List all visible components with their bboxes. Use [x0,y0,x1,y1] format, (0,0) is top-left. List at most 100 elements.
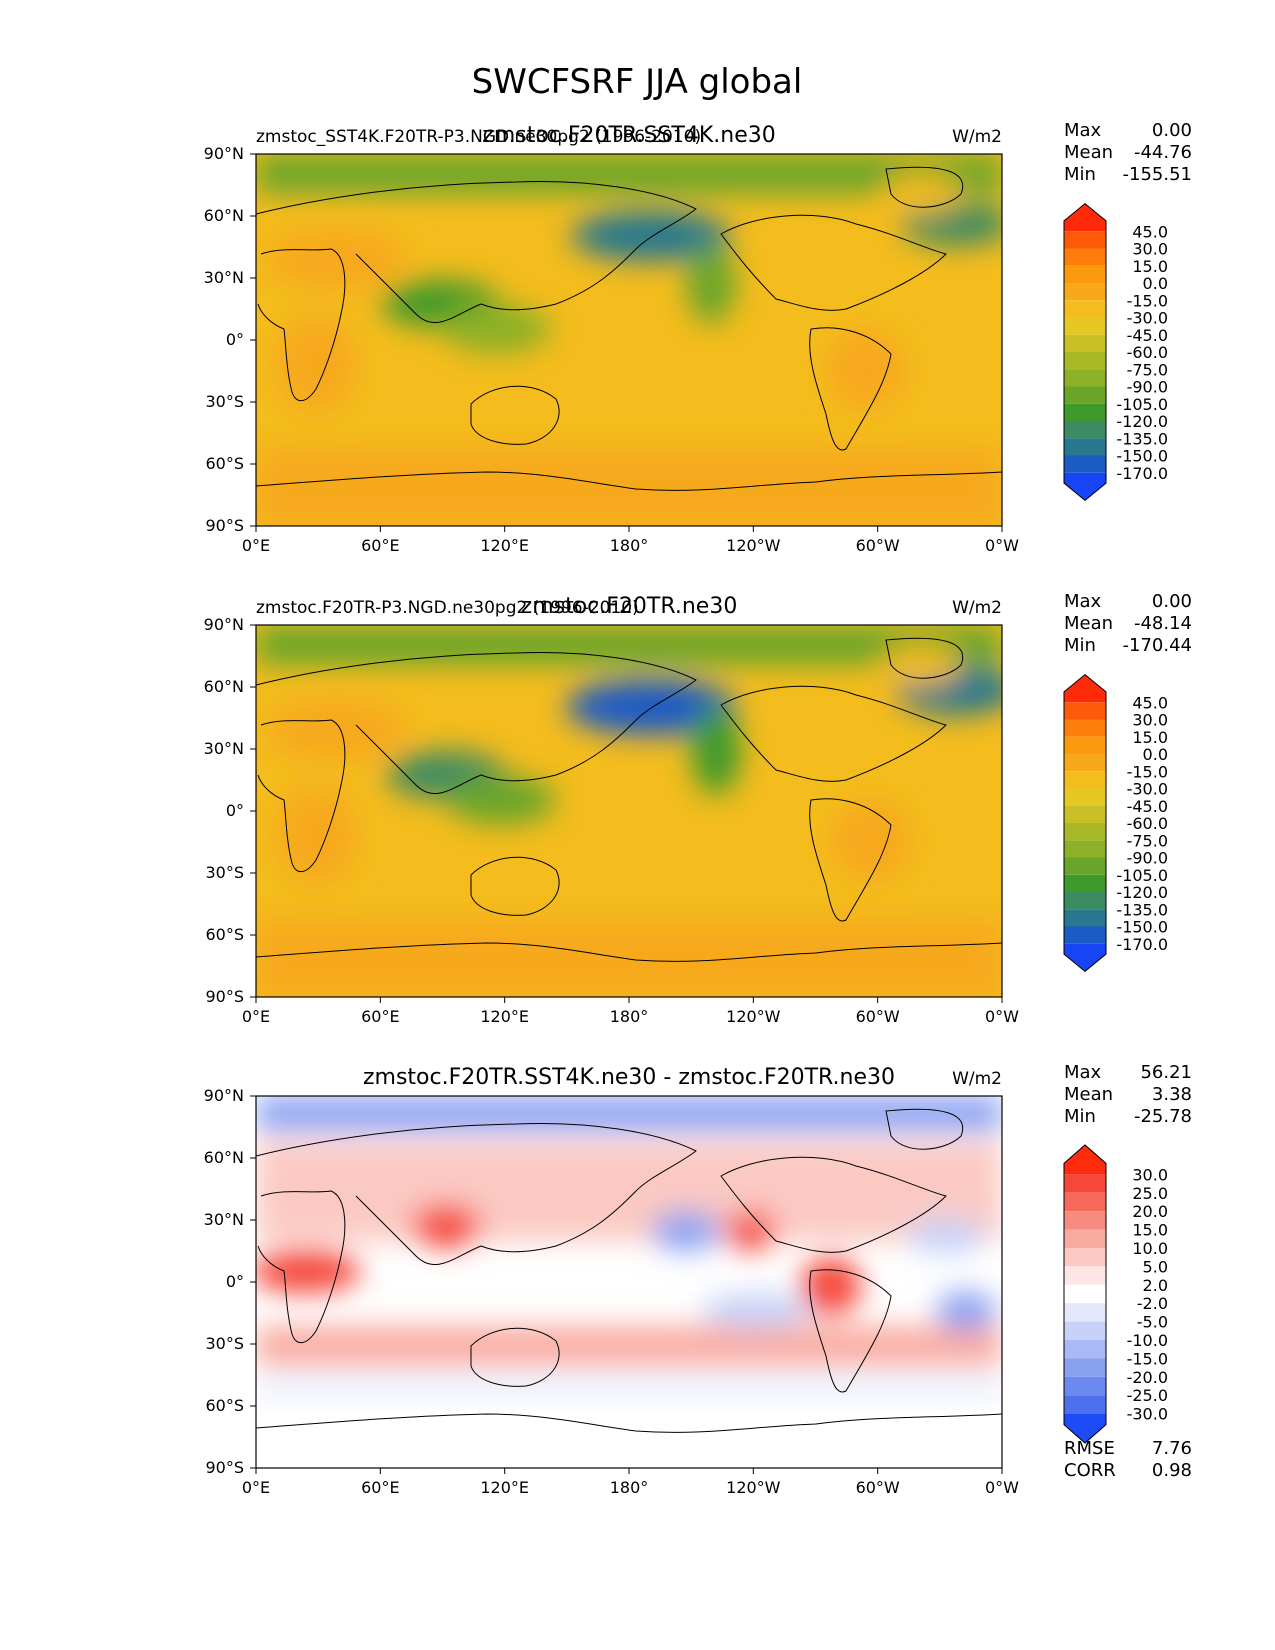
lon-tick-label: 180° [610,1478,649,1497]
colorbar-level-label: -30.0 [1127,1405,1168,1424]
colorbar-outline [1063,674,1107,972]
colorbar-level-label: 15.0 [1132,728,1168,747]
field-south-america-warm [826,329,906,409]
lat-tick-label: 60°N [204,677,244,696]
stats-block: Max 0.00 Mean -48.14 Min -170.44 [1064,591,1192,656]
lon-tick-label: 120°E [480,536,529,555]
panel-control: 90°N 60°N 30°N 0° 30°S 60°S 90°S 0°E 60°E 120°E 1… [204,591,1192,1026]
colorbar-segment [1064,403,1106,421]
colorbar-level-label: 30.0 [1132,240,1168,259]
colorbar-level-label: -60.0 [1127,343,1168,362]
case-label: zmstoc_SST4K.F20TR-P3.NGD.ne30pg2 (1996-… [256,127,701,147]
lat-tick-label: 0° [226,801,244,820]
lat-tick-label: 60°S [205,454,244,473]
coast-antarctica [255,1413,1003,1433]
lat-tick-label: 30°S [205,392,244,411]
coastlines [255,166,1003,491]
lat-tick-label: 90°S [205,516,244,535]
field-central-pacific-negative [651,1211,721,1251]
field-india-positive [411,1204,481,1248]
stat-label: Max [1064,1062,1102,1083]
panel-difference: 90°N 60°N 30°N 0° 30°S 60°S 90°S 0°E 60°E 120°E 1… [204,1062,1192,1497]
colorbar-level-label: -75.0 [1127,831,1168,850]
colorbar-level-label: -45.0 [1127,797,1168,816]
lat-tick-label: 30°S [205,863,244,882]
units-label: W/m2 [952,598,1002,618]
stat-value: -44.76 [1134,142,1192,163]
colorbar-segment [1064,248,1106,266]
colorbar-segment [1064,943,1106,972]
field-greenland-warm [881,645,961,685]
field-midlat-positive [256,1141,1002,1241]
colorbar-segment [1064,369,1106,387]
field-east-pacific-cloud [691,705,741,795]
colorbar-segment [1064,386,1106,404]
coast-africa [257,248,346,402]
field-arctic [256,154,1002,194]
coast-europe-asia [255,652,697,795]
lon-tick-label: 120°E [480,1478,529,1497]
lon-tick-label: 120°E [480,1007,529,1026]
stat-value: 0.00 [1152,591,1192,612]
coast-africa [257,719,346,873]
colorbar-level-label: -135.0 [1116,900,1168,919]
coast-africa [257,1190,346,1344]
colorbar-level-label: -120.0 [1116,883,1168,902]
colorbar-level-label: -150.0 [1116,447,1168,466]
colorbar-level-label: 15.0 [1132,257,1168,276]
colorbar-segment [1064,719,1106,737]
colorbar-segment [1064,1340,1106,1359]
colorbar-level-label: -30.0 [1127,309,1168,328]
colorbar: 30.025.020.015.010.05.02.0-2.0-5.0-10.0-… [1063,1144,1168,1444]
lon-tick-label: 60°E [361,536,399,555]
coastlines [255,637,1003,962]
field-tropical-pacific-negative [701,1293,811,1329]
field-layer [256,154,1002,526]
coast-europe-asia [255,1123,697,1266]
field-southern-ocean [256,920,1002,997]
colorbar-segment [1064,1284,1106,1304]
field-south-band-positive [256,1326,1002,1366]
colorbar-segment [1064,1413,1106,1444]
stat-label: Min [1064,1106,1096,1127]
colorbar-level-label: -170.0 [1116,464,1168,483]
colorbar-segment [1064,805,1106,823]
colorbar-segment [1064,1248,1106,1267]
colorbar-level-label: -60.0 [1127,814,1168,833]
colorbar-level-label: -90.0 [1127,378,1168,397]
lat-tick-label: 60°N [204,206,244,225]
colorbar-segment [1064,203,1106,232]
colorbar-level-label: 20.0 [1132,1202,1168,1221]
coast-south-america [809,798,892,922]
colorbar-segment [1064,926,1106,944]
lat-axis: 90°N 60°N 30°N 0° 30°S 60°S 90°S [204,144,256,535]
field-south-band-negative [256,1379,1002,1395]
coast-australia [470,385,560,445]
lat-tick-label: 0° [226,1272,244,1291]
lat-tick-label: 90°N [204,1086,244,1105]
colorbar-level-label: 30.0 [1132,711,1168,730]
coast-north-america [720,1156,947,1253]
colorbar-level-label: -105.0 [1116,395,1168,414]
field-south-america-warm [831,800,911,880]
stat-label: Min [1064,164,1096,185]
coast-australia [470,856,560,916]
colorbar-level-label: -150.0 [1116,918,1168,937]
coast-antarctica [255,942,1003,962]
stat-value: 56.21 [1140,1062,1192,1083]
colorbar-level-label: -75.0 [1127,360,1168,379]
lon-axis: 0°E 60°E 120°E 180° 120°W 60°W 0°W [242,997,1019,1026]
colorbar-segment [1064,231,1106,249]
extra-stat-value: 7.76 [1152,1438,1192,1459]
field-layer [256,625,1002,997]
lon-tick-label: 0°E [242,1007,270,1026]
field-africa-warm [276,316,356,412]
field-east-pacific-positive [726,1211,776,1251]
field-maritime-continent [441,304,551,354]
lat-tick-label: 30°N [204,268,244,287]
units-label: W/m2 [952,127,1002,147]
panel-title: zmstoc.F20TR.ne30 [521,594,738,619]
coast-australia [470,1327,560,1387]
extra-stat-label: RMSE [1064,1438,1115,1459]
